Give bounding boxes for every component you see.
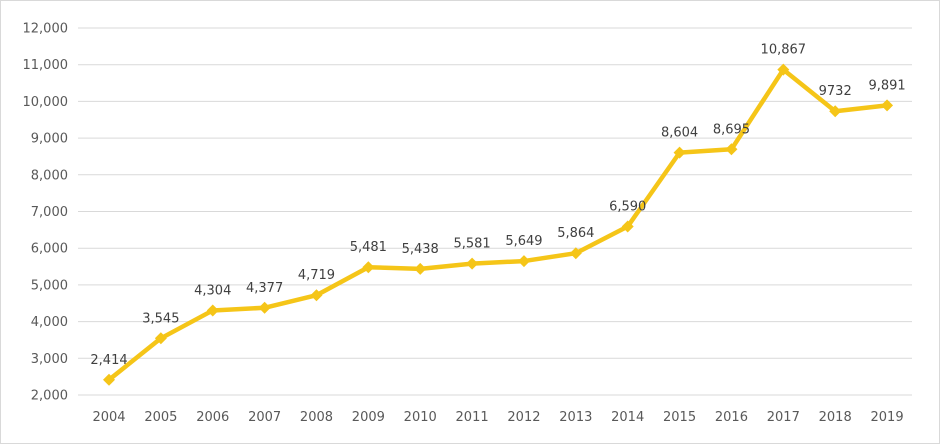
data-label: 5,481 [350,240,387,255]
data-label: 4,719 [298,268,335,283]
y-tick-label: 12,000 [23,22,69,37]
x-tick-label: 2008 [300,410,333,425]
series-line [106,67,890,383]
data-point-marker [829,105,842,118]
data-label: 8,695 [713,122,750,137]
data-label: 3,545 [142,311,179,326]
data-point-marker [258,301,271,314]
data-label: 5,649 [505,234,542,249]
data-label: 5,438 [402,242,439,257]
data-label: 10,867 [761,43,807,58]
data-label: 9,891 [868,78,905,93]
data-label: 9732 [819,84,852,99]
data-point-marker [466,257,479,270]
y-tick-label: 9,000 [31,132,68,147]
data-point-marker [725,143,738,156]
series-line-group [106,67,890,383]
x-tick-label: 2012 [507,410,540,425]
y-tick-label: 6,000 [31,242,68,257]
data-point-marker [206,304,219,317]
data-label: 8,604 [661,126,698,141]
data-point-marker [621,220,634,233]
data-point-marker [154,332,167,345]
x-tick-label: 2015 [663,410,696,425]
x-tick-label: 2010 [404,410,437,425]
data-label: 2,414 [90,353,127,368]
y-tick-label: 3,000 [31,352,68,367]
data-label: 5,581 [453,237,490,252]
y-tick-label: 5,000 [31,278,68,293]
x-tick-label: 2014 [611,410,644,425]
x-tick-label: 2016 [715,410,748,425]
data-point-marker [673,146,686,159]
series-markers [103,63,894,386]
x-tick-label: 2006 [196,410,229,425]
y-tick-label: 8,000 [31,168,68,183]
data-label: 5,864 [557,226,594,241]
x-axis-tick-labels: 2004 2005 2006 2007 2008 2009 2010 2011 2012 2013… [92,410,903,425]
x-tick-label: 2007 [248,410,281,425]
data-labels: 2,414 3,545 4,304 4,377 4,719 5,481 5,438 5,581… [90,43,905,368]
data-point-marker [362,261,375,274]
y-tick-label: 10,000 [23,95,69,110]
data-point-marker [414,262,427,275]
data-point-marker [881,99,894,112]
data-label: 4,377 [246,281,283,296]
x-tick-label: 2018 [819,410,852,425]
data-point-marker [310,289,323,302]
gridlines [78,27,912,396]
x-tick-label: 2019 [871,410,904,425]
data-point-marker [777,63,790,76]
x-tick-label: 2013 [559,410,592,425]
data-label: 6,590 [609,200,646,215]
y-tick-label: 4,000 [31,315,68,330]
data-label: 4,304 [194,283,231,298]
x-tick-label: 2017 [767,410,800,425]
x-tick-label: 2005 [144,410,177,425]
x-tick-label: 2009 [352,410,385,425]
data-point-marker [517,255,530,268]
y-axis-tick-labels: 2,000 3,000 4,000 5,000 6,000 7,000 8,000 9,000… [23,22,69,404]
y-tick-label: 11,000 [23,58,69,73]
data-point-marker [103,373,115,386]
data-point-marker [569,247,582,260]
x-tick-label: 2004 [92,410,125,425]
x-tick-label: 2011 [456,410,489,425]
y-tick-label: 2,000 [31,389,68,404]
y-tick-label: 7,000 [31,205,68,220]
